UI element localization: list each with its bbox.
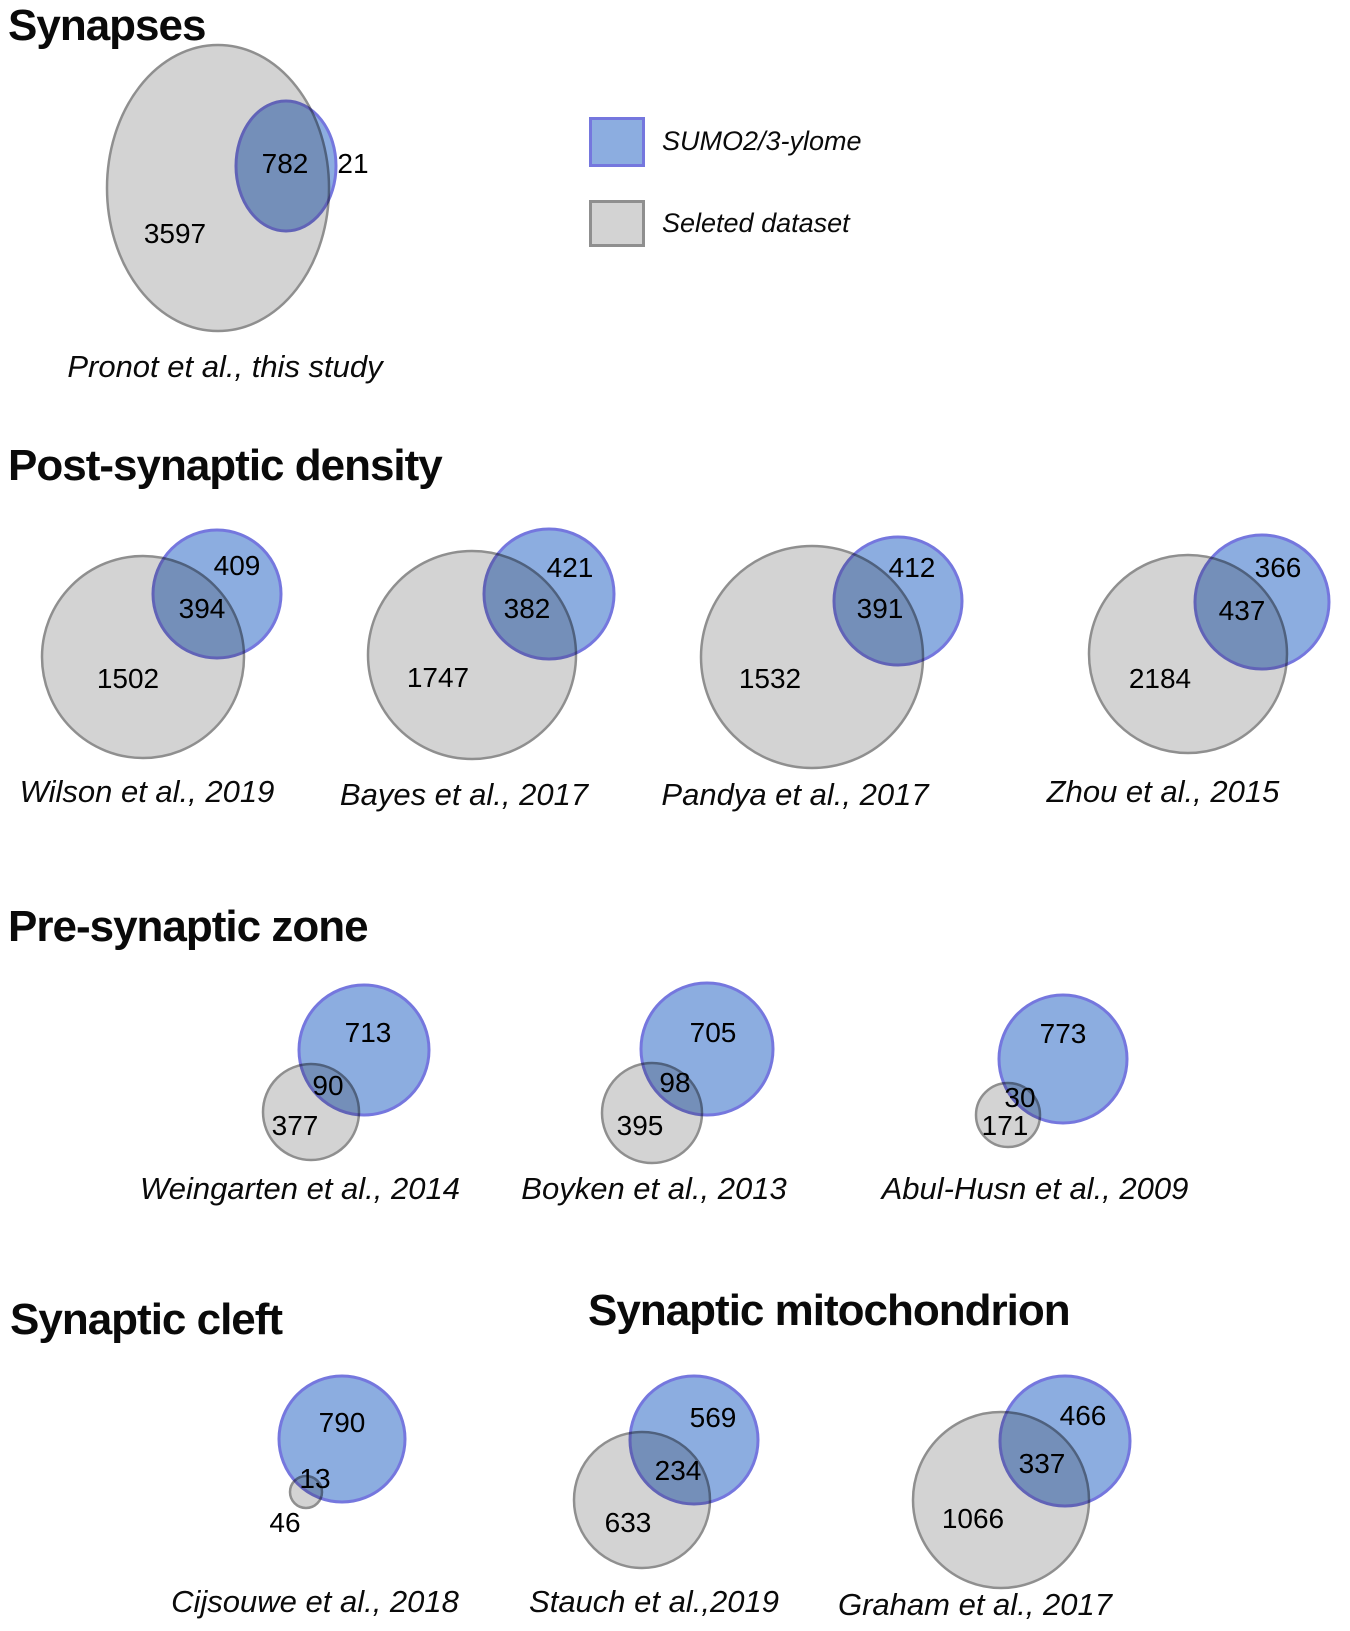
venn-graham: 466 337 1066 bbox=[900, 1365, 1145, 1595]
venn-caption-pandya: Pandya et al., 2017 bbox=[661, 777, 929, 812]
venn-zhou: 366 437 2184 bbox=[1080, 510, 1350, 770]
venn-pronot: 3597 782 21 bbox=[80, 30, 470, 345]
overlap-count: 437 bbox=[1219, 595, 1266, 626]
sumo-only-count: 409 bbox=[214, 550, 261, 581]
venn-pronot-svg: 3597 782 21 bbox=[105, 43, 369, 333]
sumo-circle bbox=[482, 527, 616, 661]
overlap-count: 90 bbox=[312, 1070, 343, 1101]
dataset-only-count: 395 bbox=[617, 1110, 664, 1141]
dataset-only-count: 1532 bbox=[739, 663, 801, 694]
venn-bayes-svg: 421 382 1747 bbox=[366, 527, 616, 761]
venn-caption-stauch: Stauch et al.,2019 bbox=[529, 1584, 779, 1619]
overlap-count: 394 bbox=[179, 593, 226, 624]
legend-label-dataset: Seleted dataset bbox=[662, 208, 850, 238]
venn-graham-svg: 466 337 1066 bbox=[911, 1374, 1132, 1590]
sumo-circle bbox=[832, 535, 964, 667]
dataset-only-count: 377 bbox=[272, 1110, 319, 1141]
venn-abulhusn-svg: 773 30 171 bbox=[974, 993, 1129, 1149]
venn-zhou-svg: 366 437 2184 bbox=[1087, 533, 1331, 755]
venn-caption-pronot: Pronot et al., this study bbox=[67, 349, 383, 384]
overlap-count: 782 bbox=[262, 148, 309, 179]
sumo-only-count: 466 bbox=[1060, 1400, 1107, 1431]
sumo-circle bbox=[277, 1374, 407, 1504]
dataset-only-count: 171 bbox=[982, 1110, 1029, 1141]
venn-wilson: 409 394 1502 bbox=[30, 510, 310, 770]
sumo-circle bbox=[639, 981, 775, 1117]
overlap-count: 13 bbox=[299, 1463, 330, 1494]
sumo-only-count: 21 bbox=[337, 148, 368, 179]
venn-stauch-svg: 569 234 633 bbox=[572, 1374, 760, 1570]
dataset-only-count: 633 bbox=[605, 1507, 652, 1538]
venn-caption-graham: Graham et al., 2017 bbox=[838, 1587, 1112, 1622]
venn-wilson-svg: 409 394 1502 bbox=[40, 528, 283, 760]
sumo-only-count: 366 bbox=[1255, 552, 1302, 583]
sumo-circle bbox=[998, 1374, 1132, 1508]
section-title-mitochondrion: Synaptic mitochondrion bbox=[588, 1286, 1071, 1335]
legend-swatch-dataset bbox=[589, 200, 645, 247]
dataset-only-count: 1502 bbox=[97, 663, 159, 694]
venn-caption-weingarten: Weingarten et al., 2014 bbox=[140, 1171, 460, 1206]
sumo-circle bbox=[297, 983, 431, 1117]
legend-swatch-sumo bbox=[589, 117, 645, 167]
venn-caption-zhou: Zhou et al., 2015 bbox=[1046, 774, 1280, 809]
overlap-count: 391 bbox=[857, 593, 904, 624]
overlap-count: 98 bbox=[659, 1067, 690, 1098]
venn-pandya-svg: 412 391 1532 bbox=[699, 535, 964, 770]
venn-pandya: 412 391 1532 bbox=[690, 510, 975, 780]
sumo-circle bbox=[1193, 533, 1331, 671]
venn-cijsouwe: 790 13 46 bbox=[255, 1365, 425, 1550]
dataset-only-count: 2184 bbox=[1129, 663, 1191, 694]
venn-stauch: 569 234 633 bbox=[565, 1365, 770, 1580]
overlap-count: 234 bbox=[655, 1455, 702, 1486]
venn-caption-abulhusn: Abul-Husn et al., 2009 bbox=[881, 1171, 1189, 1206]
venn-caption-boyken: Boyken et al., 2013 bbox=[521, 1171, 787, 1206]
section-title-presynaptic: Pre-synaptic zone bbox=[8, 902, 369, 951]
sumo-only-count: 569 bbox=[690, 1402, 737, 1433]
overlap-count: 30 bbox=[1004, 1082, 1035, 1113]
venn-weingarten: 713 90 377 bbox=[255, 975, 440, 1170]
sumo-only-count: 713 bbox=[345, 1017, 392, 1048]
overlap-count: 337 bbox=[1019, 1448, 1066, 1479]
dataset-only-count: 1066 bbox=[942, 1503, 1004, 1534]
venn-bayes: 421 382 1747 bbox=[355, 510, 625, 770]
section-title-cleft: Synaptic cleft bbox=[10, 1295, 283, 1344]
venn-boyken-svg: 705 98 395 bbox=[600, 981, 775, 1165]
sumo-only-count: 790 bbox=[319, 1407, 366, 1438]
dataset-only-count: 46 bbox=[269, 1507, 300, 1538]
sumo-only-count: 421 bbox=[547, 552, 594, 583]
section-title-synapses: Synapses bbox=[8, 1, 206, 50]
sumo-circle bbox=[628, 1374, 760, 1506]
venn-caption-cijsouwe: Cijsouwe et al., 2018 bbox=[171, 1584, 459, 1619]
sumo-circle bbox=[234, 99, 338, 233]
sumo-circle bbox=[151, 528, 283, 660]
dataset-only-count: 3597 bbox=[144, 218, 206, 249]
section-title-psd: Post-synaptic density bbox=[8, 441, 443, 490]
venn-caption-wilson: Wilson et al., 2019 bbox=[19, 774, 275, 809]
venn-abulhusn: 773 30 171 bbox=[965, 980, 1140, 1160]
venn-weingarten-svg: 713 90 377 bbox=[261, 983, 431, 1162]
venn-cijsouwe-svg: 790 13 46 bbox=[269, 1374, 407, 1538]
sumo-only-count: 412 bbox=[889, 552, 936, 583]
sumo-only-count: 705 bbox=[690, 1017, 737, 1048]
sumo-only-count: 773 bbox=[1040, 1018, 1087, 1049]
sumo-circle bbox=[997, 993, 1129, 1125]
overlap-count: 382 bbox=[504, 593, 551, 624]
dataset-only-count: 1747 bbox=[407, 662, 469, 693]
venn-caption-bayes: Bayes et al., 2017 bbox=[339, 777, 589, 812]
legend-label-sumo: SUMO2/3-ylome bbox=[662, 126, 862, 156]
venn-boyken: 705 98 395 bbox=[590, 975, 790, 1170]
